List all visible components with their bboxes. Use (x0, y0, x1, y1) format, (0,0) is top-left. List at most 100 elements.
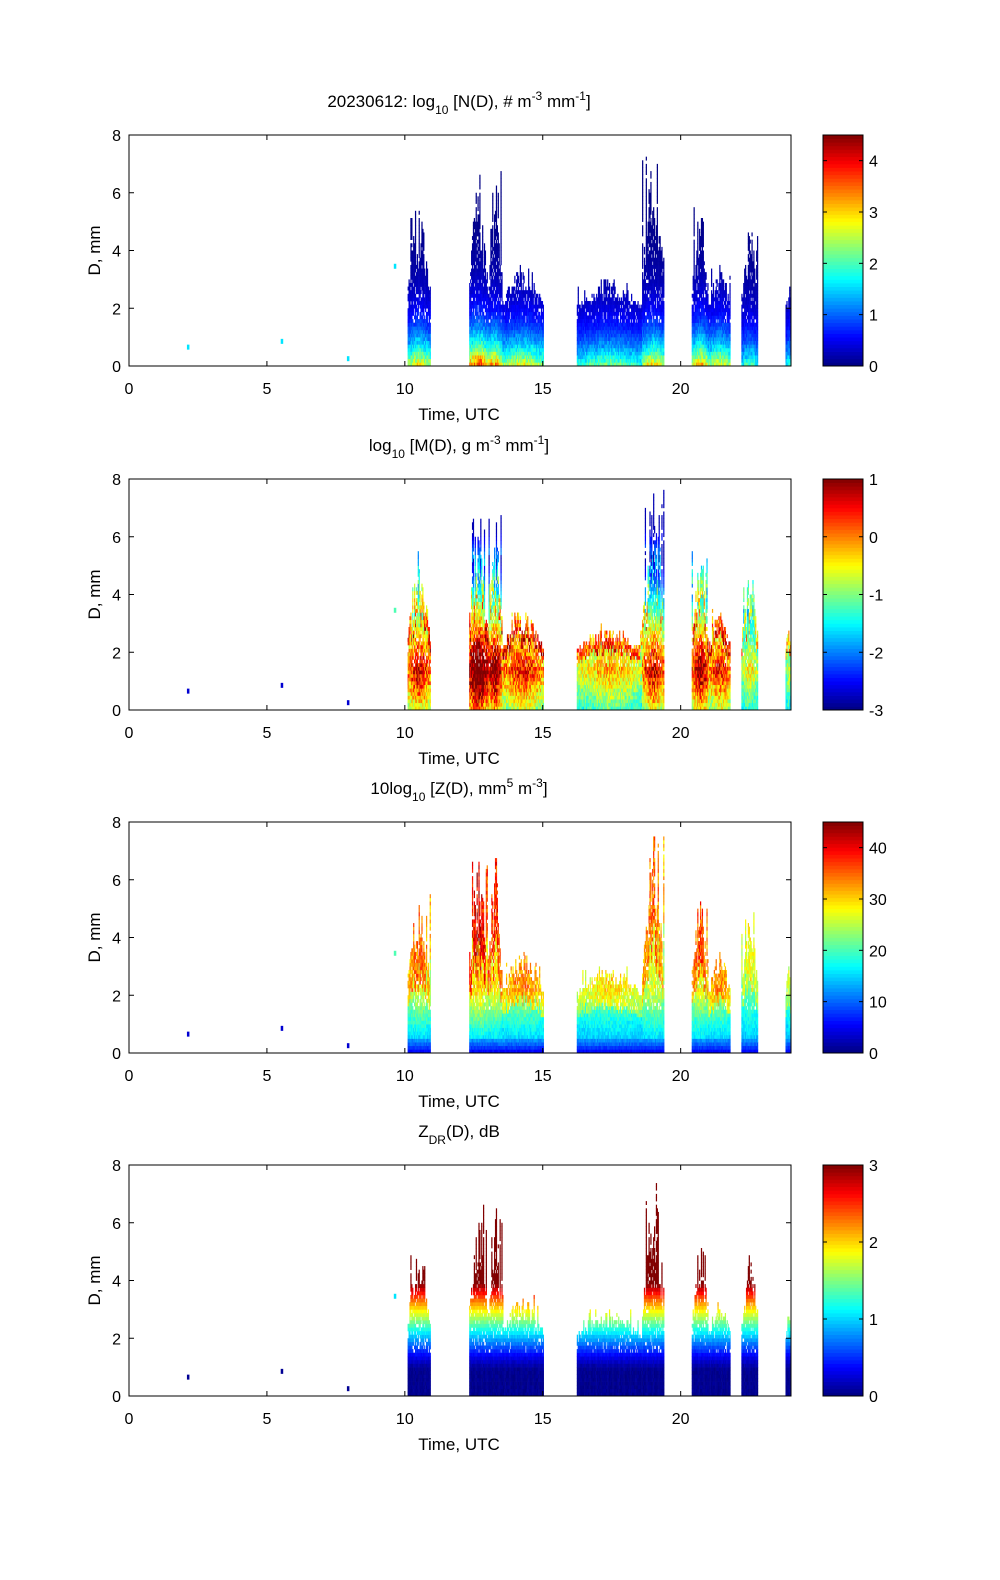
heatmap-cell (475, 240, 476, 244)
heatmap-cell (415, 243, 416, 247)
heatmap-cell (476, 236, 477, 240)
heatmap-cell (422, 229, 423, 233)
heatmap-cell (421, 222, 422, 226)
heatmap-cell (477, 290, 478, 294)
heatmap-cell (419, 254, 420, 258)
heatmap-cell (420, 247, 421, 251)
heatmap-cell (427, 272, 428, 276)
heatmap-cell (474, 315, 475, 319)
heatmap-cell (476, 211, 477, 215)
heatmap-cell (470, 279, 471, 283)
heatmap-cell (416, 305, 417, 309)
heatmap-cell (476, 193, 477, 197)
heatmap-cell (430, 352, 431, 356)
heatmap-cell (415, 254, 416, 258)
heatmap-cell (476, 254, 477, 258)
heatmap-cell (477, 200, 478, 204)
heatmap-cell (410, 247, 411, 251)
heatmap-cell (474, 297, 475, 301)
heatmap-cell (473, 283, 474, 287)
heatmap-cell (423, 247, 424, 251)
heatmap-cell (423, 265, 424, 269)
heatmap-cell (473, 229, 474, 233)
heatmap-cell (427, 279, 428, 283)
heatmap-cell (420, 294, 421, 298)
heatmap-cell (430, 341, 431, 345)
heatmap-cell (430, 355, 431, 359)
heatmap-cell (415, 232, 416, 236)
heatmap-cell (477, 204, 478, 208)
heatmap-cell (419, 297, 420, 301)
heatmap-cell (419, 236, 420, 240)
heatmap-cell (469, 283, 470, 287)
heatmap-cell (415, 236, 416, 240)
heatmap-cell (471, 308, 472, 312)
heatmap-cell (417, 258, 418, 262)
heatmap-cell (472, 265, 473, 269)
heatmap-cell (411, 236, 412, 240)
heatmap-cell (421, 225, 422, 229)
heatmap-cell (430, 359, 431, 363)
heatmap-cell (477, 243, 478, 247)
heatmap-cell (425, 308, 426, 312)
heatmap-cell (430, 290, 431, 294)
heatmap-cell (428, 287, 429, 291)
heatmap-cell (430, 337, 431, 341)
heatmap-cell (415, 229, 416, 233)
heatmap-cell (427, 269, 428, 273)
heatmap-cell (427, 315, 428, 319)
heatmap-cell (477, 312, 478, 316)
heatmap-cell (419, 251, 420, 255)
heatmap-cell (423, 312, 424, 316)
heatmap-cell (409, 301, 410, 305)
heatmap-cell (424, 269, 425, 273)
heatmap-cell (430, 344, 431, 348)
heatmap-cell (411, 243, 412, 247)
heatmap-cell (478, 258, 479, 262)
heatmap-cell (411, 222, 412, 226)
heatmap-cell (415, 247, 416, 251)
heatmap-cell (478, 229, 479, 233)
heatmap-cell (413, 308, 414, 312)
heatmap-cell (412, 319, 413, 323)
heatmap-cells (187, 157, 791, 367)
heatmap-cell (417, 254, 418, 258)
figure: 0 5 10 15 2002468Time, UTCD, mm0123420230612… (0, 0, 1000, 1580)
heatmap-cell (424, 315, 425, 319)
heatmap-cell (419, 225, 420, 229)
heatmap-cell (423, 236, 424, 240)
heatmap-cell (419, 211, 420, 215)
heatmap-cell (414, 290, 415, 294)
heatmap-cell (430, 312, 431, 316)
heatmap-cell (477, 279, 478, 283)
heatmap-cell (423, 261, 424, 265)
heatmap-cell (413, 312, 414, 316)
heatmap-cell (411, 315, 412, 319)
heatmap-cell (419, 247, 420, 251)
heatmap-cell (430, 305, 431, 309)
heatmap-cell (430, 326, 431, 330)
heatmap-cell (422, 251, 423, 255)
heatmap-cell (423, 258, 424, 262)
heatmap-cell (477, 319, 478, 323)
heatmap-cell (430, 334, 431, 338)
heatmap-cell (419, 218, 420, 222)
heatmap-cell (476, 207, 477, 211)
heatmap-cell (419, 243, 420, 247)
heatmap-cell (415, 258, 416, 262)
heatmap-cell (419, 222, 420, 226)
heatmap-cell (430, 294, 431, 298)
heatmap-cell (477, 308, 478, 312)
heatmap-cell (474, 218, 475, 222)
heatmap-cell (417, 265, 418, 269)
heatmap-cell (477, 196, 478, 200)
heatmap-cell (418, 305, 419, 309)
heatmap-cell (418, 308, 419, 312)
heatmap-cell (427, 283, 428, 287)
heatmap-cell (476, 196, 477, 200)
heatmap-cell (415, 312, 416, 316)
heatmap-cell (419, 229, 420, 233)
heatmap-cell (430, 301, 431, 305)
heatmap-cell (415, 225, 416, 229)
